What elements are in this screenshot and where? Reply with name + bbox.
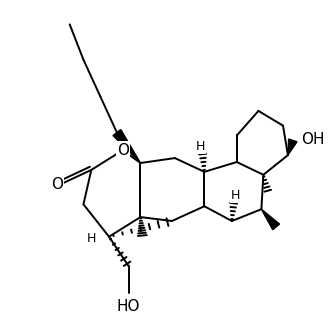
- Text: HO: HO: [117, 299, 140, 314]
- Text: H: H: [87, 232, 96, 245]
- Polygon shape: [288, 139, 297, 155]
- Text: H: H: [196, 140, 205, 153]
- Polygon shape: [113, 129, 140, 163]
- Text: O: O: [51, 177, 63, 192]
- Text: OH: OH: [301, 132, 324, 147]
- Text: O: O: [117, 143, 129, 158]
- Polygon shape: [261, 209, 280, 230]
- Text: H: H: [231, 189, 241, 202]
